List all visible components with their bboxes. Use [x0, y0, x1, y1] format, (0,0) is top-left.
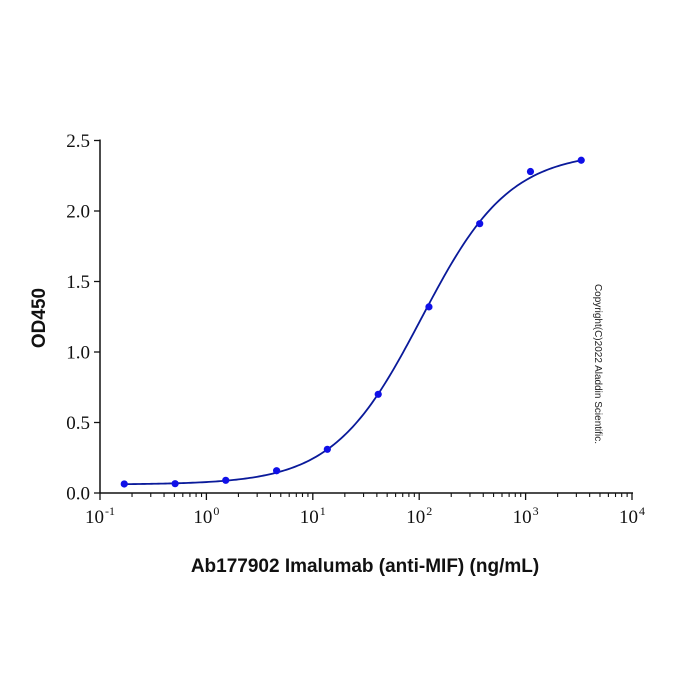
copyright-annotation: Copyright(C)2022 Aladdin Scientific.: [592, 284, 603, 444]
data-point: [476, 220, 484, 228]
y-tick-label: 0.5: [66, 413, 90, 434]
x-tick-label: 104: [619, 504, 645, 528]
data-point: [374, 390, 382, 398]
data-point: [323, 445, 331, 453]
data-point: [171, 480, 179, 488]
data-point: [120, 480, 128, 488]
data-point: [526, 167, 535, 176]
x-tick-label: 102: [406, 504, 432, 528]
data-point: [222, 476, 230, 484]
x-axis-title: Ab177902 Imalumab (anti-MIF) (ng/mL): [191, 556, 539, 577]
data-points: [120, 156, 585, 488]
data-point: [273, 467, 281, 475]
x-tick-label: 10-1: [85, 504, 115, 528]
y-tick-label: 1.0: [66, 343, 90, 364]
y-tick-label: 2.5: [66, 131, 90, 152]
data-point: [577, 156, 585, 164]
y-axis-title: OD450: [29, 288, 50, 348]
x-tick-label: 103: [513, 504, 539, 528]
y-axis-ticks: 0.0 0.5 1.0 1.5 2.0 2.5: [66, 131, 100, 505]
x-tick-label: 101: [300, 504, 326, 528]
x-tick-label: 100: [193, 504, 219, 528]
axes: [99, 139, 633, 494]
data-point: [425, 303, 433, 311]
y-tick-label: 1.5: [66, 272, 90, 293]
x-axis-ticks: 10-1 100 101 102 103 104: [85, 493, 645, 528]
y-tick-label: 2.0: [66, 202, 90, 223]
y-tick-label: 0.0: [66, 484, 90, 505]
fit-curve: [124, 159, 582, 486]
